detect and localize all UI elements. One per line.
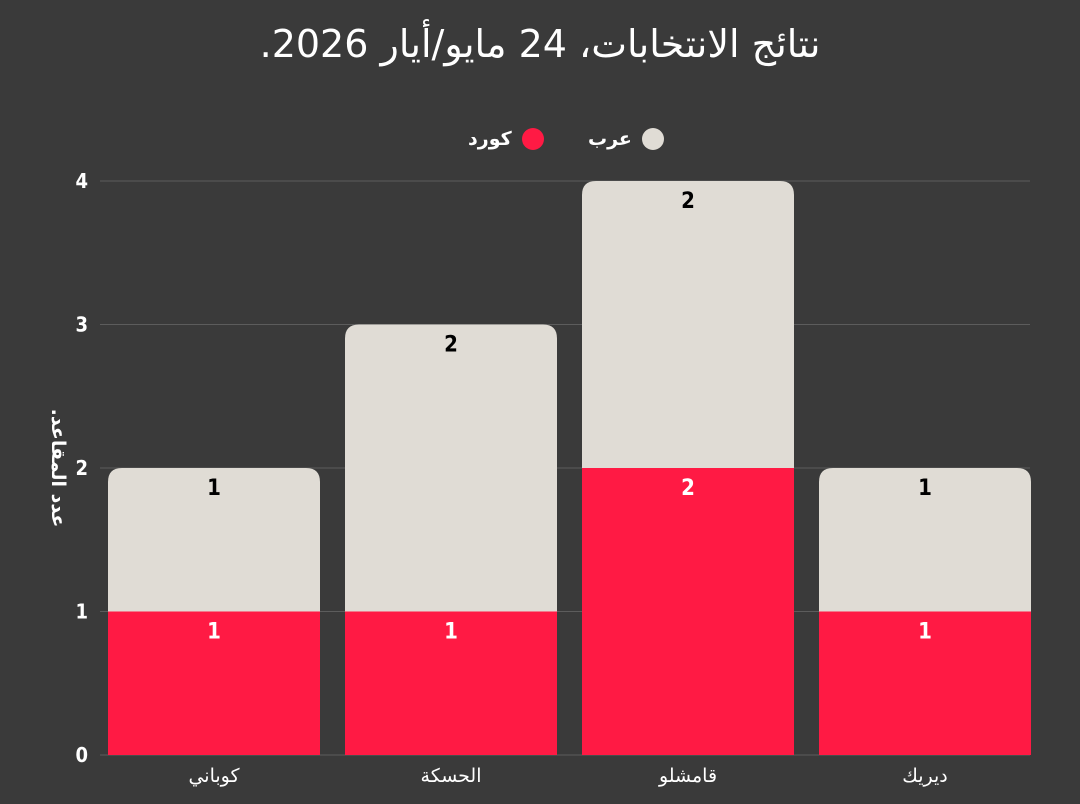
data-label: 2 (681, 189, 695, 214)
data-label: 1 (444, 620, 458, 645)
bar-segment (345, 324, 557, 612)
data-label: 1 (918, 476, 932, 501)
legend: عرب كورد (0, 124, 1080, 154)
bar-segment (582, 181, 794, 468)
bar-segment (108, 611, 320, 755)
data-label: 2 (681, 476, 695, 501)
bar-segment (819, 468, 1031, 612)
y-tick-label: 2 (75, 456, 88, 480)
legend-label-arab: عرب (588, 128, 632, 150)
bar-segment (345, 611, 557, 755)
bar-segment (108, 468, 320, 612)
y-tick-label: 0 (75, 743, 88, 767)
data-label: 1 (207, 620, 221, 645)
y-axis-label: عدد المقاعد. (47, 409, 69, 528)
y-tick-label: 4 (75, 169, 88, 193)
legend-label-kurd: كورد (468, 128, 512, 150)
chart-title: نتائج الانتخابات، 24 مايو/أيار 2026. (259, 22, 821, 66)
legend-item-arab[interactable]: عرب (588, 124, 664, 154)
data-label: 1 (918, 620, 932, 645)
x-tick-label: قامشلو (658, 765, 717, 787)
x-tick-label: كوباني (188, 765, 240, 787)
legend-swatch-kurd (521, 128, 544, 150)
data-label: 1 (207, 476, 221, 501)
x-tick-label: ديريك (902, 765, 948, 787)
bar-segment (582, 468, 794, 755)
y-tick-label: 1 (75, 600, 88, 624)
y-tick-label: 3 (75, 313, 88, 337)
legend-swatch-arab (641, 128, 664, 150)
x-tick-label: الحسكة (421, 765, 482, 787)
data-label: 2 (444, 333, 458, 358)
bar-segment (819, 611, 1031, 755)
legend-item-kurd[interactable]: كورد (468, 124, 544, 154)
